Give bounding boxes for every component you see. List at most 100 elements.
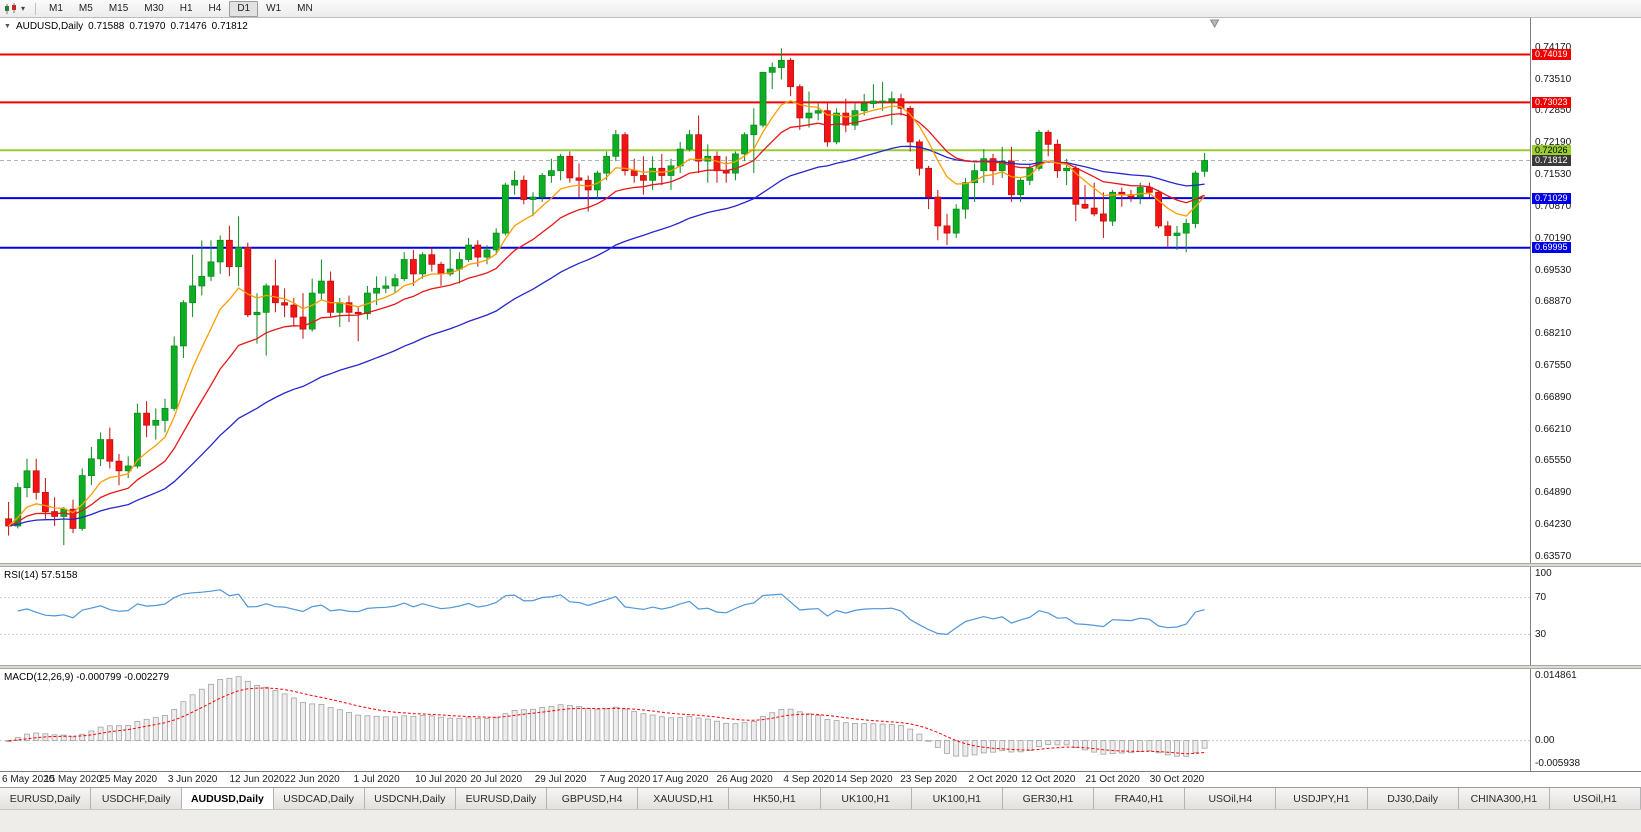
tab-usdcnh-daily[interactable]: USDCNH,Daily [364,788,456,809]
price-chart-canvas[interactable] [0,18,1530,563]
rsi-tick-label: 100 [1535,568,1552,579]
tab-china300-h1[interactable]: CHINA300,H1 [1458,788,1550,809]
high-value: 0.71970 [129,21,166,32]
macd-tick-label: 0.014861 [1535,670,1577,681]
rsi-scale[interactable]: 100 70 30 [1530,567,1641,665]
date-label: 29 Jul 2020 [534,774,587,785]
date-label: 30 Oct 2020 [1149,774,1205,785]
time-scale[interactable]: 6 May 2020 15 May 2020 25 May 2020 3 Jun 20… [0,771,1641,788]
price-tick-label: 0.73510 [1535,73,1572,85]
date-label: 4 Sep 2020 [783,774,835,785]
date-label: 2 Oct 2020 [968,774,1018,785]
timeframe-button-w1[interactable]: W1 [266,2,282,14]
pane-divider[interactable] [0,665,1641,669]
timeframe-button-h4[interactable]: H4 [208,2,222,14]
date-label: 7 Aug 2020 [599,774,651,785]
macd-tick-label: -0.005938 [1535,758,1581,769]
tab-fra40-h1[interactable]: FRA40,H1 [1094,788,1186,809]
rsi-pane: 100 70 30 RSI(14) 57.5158 [0,567,1641,665]
timeframe-button-m30[interactable]: M30 [144,2,164,14]
tab-usoil-h1[interactable]: USOil,H1 [1549,788,1641,809]
rsi-chart-canvas[interactable] [0,567,1530,665]
collapse-arrow-icon[interactable]: ▼ [4,23,11,30]
date-label: 17 Aug 2020 [652,774,709,785]
tab-eurusd-daily[interactable]: EURUSD,Daily [0,788,92,809]
price-tick-label: 0.64230 [1535,519,1572,530]
date-label: 15 May 2020 [44,774,102,785]
price-tick-label: 0.68870 [1535,296,1572,308]
macd-pane: 0.014861 0.00 -0.005938 MACD(12,26,9) -0.0… [0,669,1641,771]
date-label: 12 Oct 2020 [1020,774,1076,785]
price-tick-label: 0.64890 [1535,487,1572,499]
macd-title: MACD(12,26,9) -0.000799 -0.002279 [4,672,170,683]
date-label: 26 Aug 2020 [716,774,773,785]
open-value: 0.71588 [88,21,125,32]
price-tick-label: 0.66210 [1535,423,1572,435]
price-tick-label: 0.65550 [1535,455,1572,467]
symbol-label: AUDUSD,Daily [15,21,84,32]
tab-usdchf-daily[interactable]: USDCHF,Daily [91,788,183,809]
timeframe-button-m15[interactable]: M15 [108,2,129,14]
date-label: 12 Jun 2020 [229,774,285,785]
timeframe-buttons: M1 M5 M15 M30 H1 H4 D1 W1 MN [41,0,321,17]
tab-usdjpy-h1[interactable]: USDJPY,H1 [1276,788,1368,809]
price-tick-label: 0.74170 [1535,41,1572,53]
timeframe-button-d1[interactable]: D1 [229,0,259,17]
chart-area: 0.74170 0.73510 0.72850 0.72190 0.71530 0.708… [0,18,1641,788]
price-tick-label: 0.68210 [1535,328,1572,340]
date-label: 1 Jul 2020 [353,774,400,785]
close-value: 0.71812 [211,21,248,32]
price-line-badge: 0.74019 [1532,49,1571,60]
price-line-badge: 0.73023 [1532,96,1571,108]
current-price-badge: 0.71812 [1532,155,1571,166]
chart-tabs: EURUSD,Daily USDCHF,Daily AUDUSD,Daily USDC… [0,787,1641,809]
status-bar [0,809,1641,832]
macd-chart-canvas[interactable] [0,669,1530,771]
rsi-tick-label: 70 [1535,592,1547,604]
macd-scale[interactable]: 0.014861 0.00 -0.005938 [1530,669,1641,771]
price-tick-label: 0.69530 [1535,264,1572,276]
tab-eurusd-daily[interactable]: EURUSD,Daily [455,788,548,809]
price-scale[interactable]: 0.74170 0.73510 0.72850 0.72190 0.71530 0.708… [1530,18,1641,563]
tab-uk100-h1[interactable]: UK100,H1 [911,788,1003,809]
price-line-badge: 0.69995 [1532,242,1571,254]
price-line-badge: 0.71029 [1532,192,1571,204]
low-value: 0.71476 [170,21,207,32]
date-label: 23 Sep 2020 [900,774,957,785]
timeframe-button-mn[interactable]: MN [297,2,313,14]
price-tick-label: 0.67550 [1535,359,1572,371]
rsi-title: RSI(14) 57.5158 [4,570,78,581]
date-label: 25 May 2020 [99,774,158,785]
timeframe-button-h1[interactable]: H1 [179,2,193,14]
pane-divider[interactable] [0,563,1641,567]
candlestick-chart-icon [5,2,16,14]
date-label: 10 Jul 2020 [415,774,467,785]
tab-dj30-daily[interactable]: DJ30,Daily [1367,788,1459,809]
date-label: 22 Jun 2020 [284,774,340,785]
price-tick-label: 0.71530 [1535,169,1572,180]
price-tick-label: 0.70190 [1535,232,1572,244]
tab-usdcad-daily[interactable]: USDCAD,Daily [273,788,365,809]
charts-menu-button[interactable]: ▾ [4,2,27,15]
tab-hk50-h1[interactable]: HK50,H1 [729,788,821,809]
price-tick-label: 0.66890 [1535,391,1572,403]
rsi-tick-label: 30 [1535,628,1547,640]
toolbar-separator [35,2,37,15]
timeframe-button-m1[interactable]: M1 [49,2,63,14]
price-tick-label: 0.72190 [1535,137,1572,149]
price-pane: 0.74170 0.73510 0.72850 0.72190 0.71530 0.708… [0,18,1641,563]
tab-uk100-h1[interactable]: UK100,H1 [820,788,912,809]
timeframe-button-m5[interactable]: M5 [78,2,93,14]
tab-ger30-h1[interactable]: GER30,H1 [1002,788,1095,809]
chart-header: ▼ AUDUSD,Daily 0.71588 0.71970 0.71476 0… [4,21,248,32]
tab-gbpusd-h4[interactable]: GBPUSD,H4 [547,788,639,809]
price-tick-label: 0.63570 [1535,550,1572,562]
macd-tick-label: 0.00 [1535,735,1555,747]
tab-audusd-daily[interactable]: AUDUSD,Daily [182,788,274,809]
tab-usoil-h4[interactable]: USOil,H4 [1185,788,1277,809]
date-label: 20 Jul 2020 [470,774,523,785]
date-label: 14 Sep 2020 [835,774,893,785]
chevron-down-icon: ▾ [21,3,26,13]
tab-xauusd-h1[interactable]: XAUUSD,H1 [638,788,730,809]
